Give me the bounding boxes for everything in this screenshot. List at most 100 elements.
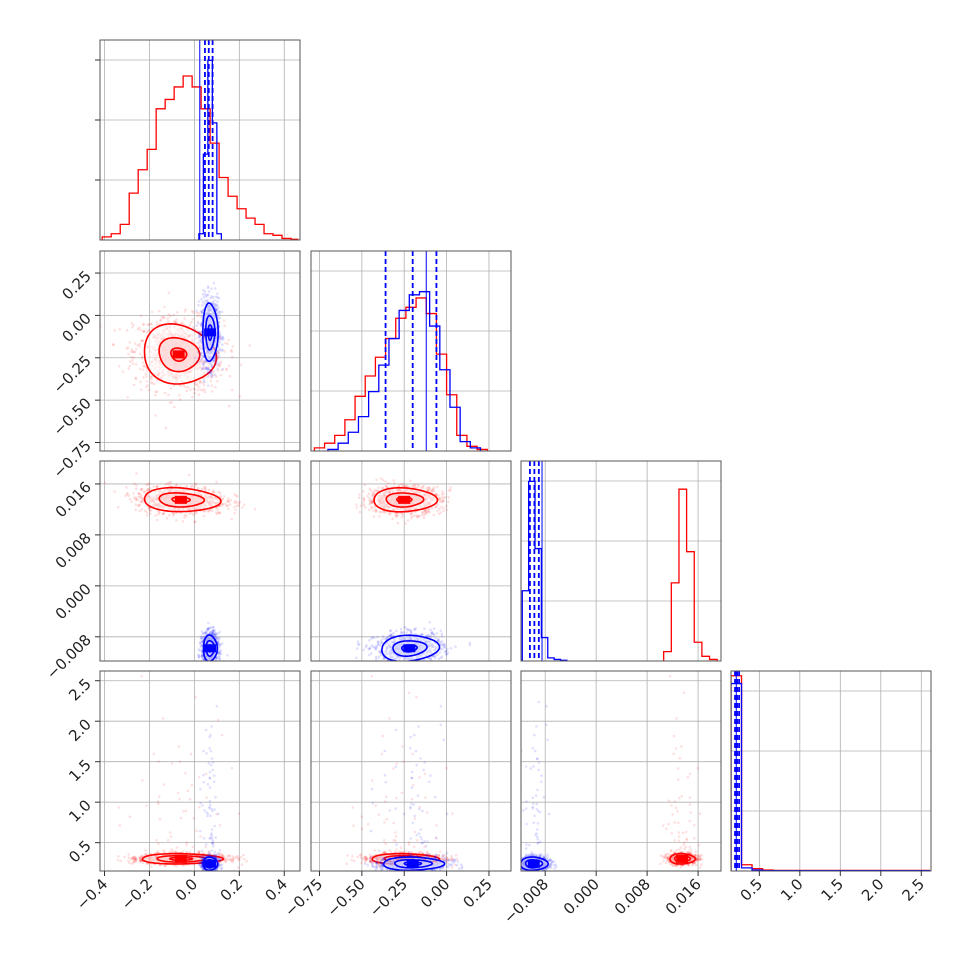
sample-point: [391, 517, 394, 521]
sample-point: [167, 320, 170, 323]
sample-point: [205, 300, 209, 304]
red-contour: [169, 347, 188, 362]
sample-point: [211, 631, 214, 635]
sample-point: [423, 509, 427, 513]
sample-point: [430, 632, 434, 635]
sample-point: [357, 642, 360, 646]
sample-point: [202, 635, 205, 639]
sample-point: [371, 636, 374, 639]
sample-point: [219, 336, 222, 340]
sample-point: [217, 350, 220, 354]
sample-point: [145, 331, 149, 334]
sample-point: [216, 508, 220, 512]
sample-point: [174, 484, 178, 487]
sample-point: [227, 364, 231, 368]
sample-point: [138, 492, 141, 496]
sample-point: [386, 662, 389, 665]
sample-point: [186, 386, 190, 389]
sample-point: [154, 514, 157, 517]
sample-point: [145, 514, 149, 517]
scatter-content: [100, 281, 251, 430]
sample-point: [198, 352, 202, 356]
sample-point: [368, 499, 372, 502]
sample-point: [427, 507, 431, 511]
sample-point: [233, 512, 236, 515]
sample-point: [185, 484, 188, 488]
sample-point: [190, 320, 193, 324]
sample-point: [377, 650, 381, 653]
sample-point: [202, 514, 206, 518]
sample-point: [211, 373, 215, 377]
sample-point: [218, 364, 222, 368]
sample-point: [221, 497, 225, 501]
sample-point: [438, 507, 441, 511]
sample-point: [417, 485, 421, 488]
sample-point: [220, 642, 224, 645]
sample-point: [133, 350, 137, 354]
sample-point: [118, 328, 122, 331]
sample-point: [218, 658, 222, 661]
sample-point: [439, 641, 442, 644]
sample-point: [217, 354, 221, 358]
sample-point: [158, 511, 161, 515]
sample-point: [406, 519, 410, 522]
sample-point: [442, 642, 446, 646]
sample-point: [202, 378, 206, 382]
sample-point: [200, 347, 203, 351]
sample-point: [217, 310, 221, 314]
sample-point: [209, 626, 213, 629]
sample-point: [207, 371, 210, 375]
sample-point: [206, 368, 209, 372]
sample-point: [146, 384, 150, 387]
sample-point: [201, 300, 205, 304]
sample-point: [383, 511, 387, 514]
sample-point: [241, 506, 244, 509]
sample-point: [141, 330, 145, 333]
sample-point: [201, 293, 205, 296]
sample-point: [125, 329, 129, 332]
sample-point: [422, 516, 426, 520]
sample-point: [449, 488, 452, 492]
sample-point: [138, 503, 142, 507]
sample-point: [235, 495, 239, 498]
sample-point: [152, 485, 156, 488]
sample-point: [218, 650, 221, 653]
sample-point: [142, 323, 146, 326]
blue-contour: [202, 634, 219, 661]
sample-point: [401, 482, 405, 486]
sample-point: [162, 316, 165, 320]
sample-point: [370, 501, 374, 504]
sample-point: [413, 510, 417, 514]
sample-point: [426, 489, 430, 492]
sample-point: [221, 367, 225, 371]
sample-point: [358, 510, 362, 514]
sample-point: [402, 631, 405, 634]
sample-point: [428, 486, 431, 490]
sample-point: [178, 398, 182, 401]
sample-point: [193, 486, 196, 489]
sample-point: [142, 376, 145, 379]
sample-point: [214, 295, 218, 299]
sample-point: [204, 488, 207, 492]
sample-point: [181, 520, 185, 523]
sample-point: [212, 370, 215, 374]
sample-point: [139, 328, 143, 332]
sample-point: [169, 314, 172, 318]
sample-point: [375, 509, 378, 512]
sample-point: [378, 515, 381, 518]
sample-point: [140, 496, 143, 500]
sample-point: [215, 303, 219, 307]
sample-point: [222, 319, 226, 322]
sample-point: [206, 286, 210, 290]
sample-point: [131, 359, 134, 362]
panel-background: [311, 251, 511, 451]
sample-point: [167, 291, 171, 295]
sample-point: [420, 486, 423, 489]
sample-point: [220, 310, 224, 314]
sample-point: [209, 368, 212, 372]
sample-point: [193, 391, 196, 395]
sample-point: [384, 637, 388, 640]
sample-point: [206, 384, 210, 387]
sample-point: [213, 630, 216, 633]
scatter-panel-1-0: [99, 250, 301, 452]
